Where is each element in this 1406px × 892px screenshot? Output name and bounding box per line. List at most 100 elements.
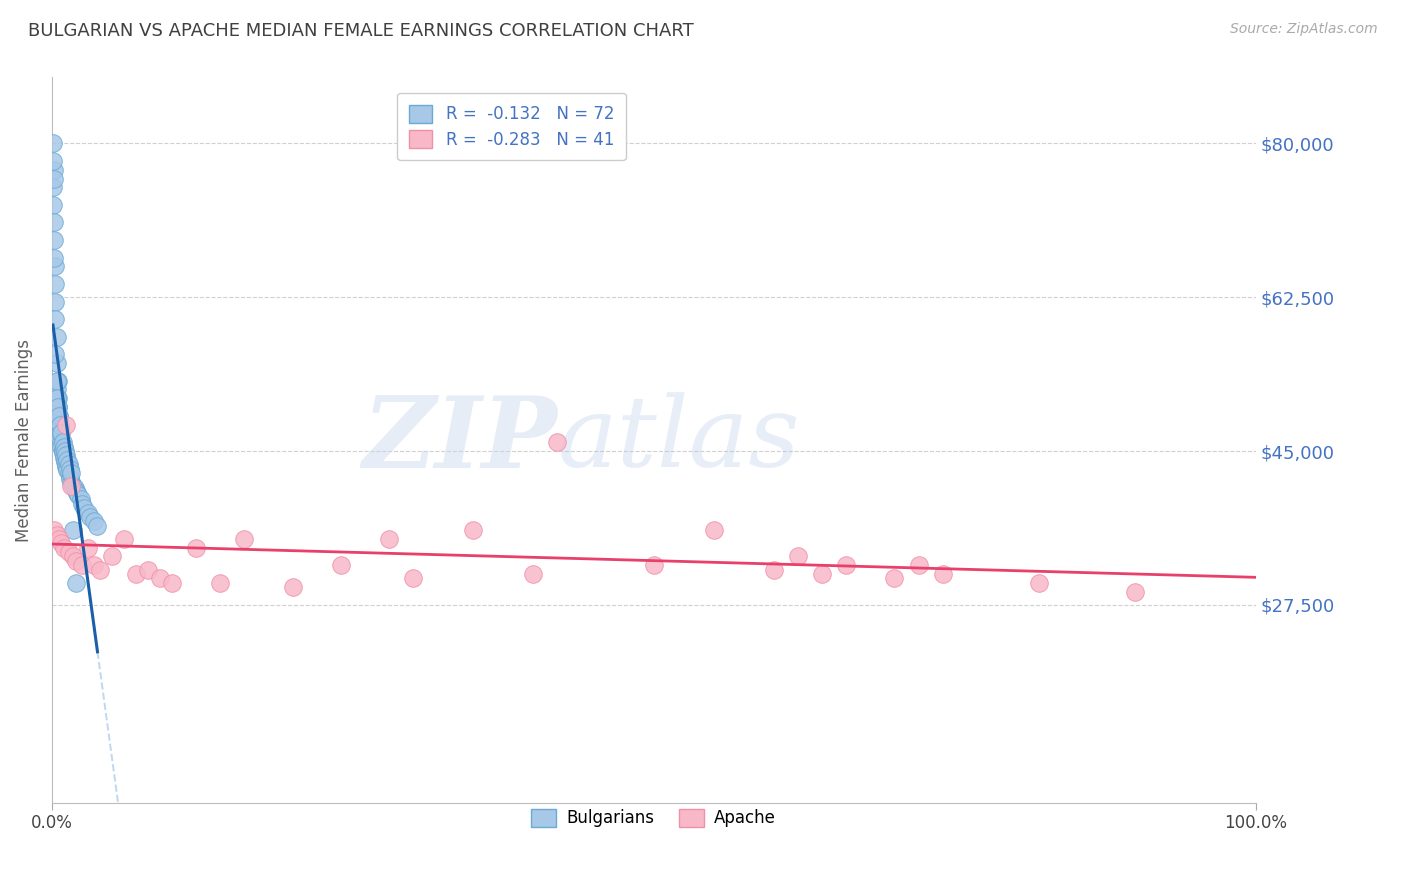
Point (48, 413, 70, 427)
Point (378, 532, 401, 546)
Point (125, 567, 148, 582)
Point (52, 444, 75, 458)
Point (44, 162, 66, 177)
Point (60, 466, 83, 480)
Point (65, 554, 87, 568)
Point (402, 571, 425, 585)
Point (62, 549, 84, 564)
Point (281, 580, 304, 594)
Point (66, 486, 89, 500)
Text: ZIP: ZIP (363, 392, 557, 488)
Point (83, 558, 105, 573)
Point (51, 536, 73, 550)
Point (101, 549, 124, 564)
Point (46, 391, 69, 405)
Point (58, 545, 80, 559)
Point (49, 431, 72, 445)
Point (149, 571, 172, 585)
Point (56, 452, 79, 467)
Point (44, 277, 66, 291)
Point (89, 563, 111, 577)
Point (186, 541, 208, 555)
Point (56, 463, 79, 477)
Point (643, 558, 665, 573)
Point (112, 532, 135, 546)
Point (52, 450, 75, 465)
Point (44, 312, 66, 326)
Point (52, 446, 75, 460)
Point (46, 400, 69, 414)
Point (209, 575, 232, 590)
Point (51, 435, 73, 450)
Point (51, 426, 73, 441)
Point (48, 417, 70, 432)
Point (46, 400, 69, 414)
Point (329, 558, 352, 573)
Point (44, 233, 66, 247)
Point (44, 171, 66, 186)
Point (59, 461, 82, 475)
Point (48, 409, 70, 423)
Point (45, 383, 67, 397)
Point (59, 472, 82, 486)
Point (52, 449, 75, 463)
Point (53, 444, 76, 458)
Point (62, 523, 84, 537)
Point (546, 435, 568, 450)
Point (51, 440, 73, 454)
Point (65, 483, 87, 498)
Point (44, 347, 66, 361)
Point (73, 501, 96, 516)
Legend: Bulgarians, Apache: Bulgarians, Apache (524, 802, 783, 834)
Point (44, 215, 66, 229)
Point (52, 541, 75, 555)
Point (44, 294, 66, 309)
Point (787, 549, 810, 564)
Point (931, 567, 953, 582)
Point (42, 180, 65, 194)
Point (60, 477, 83, 491)
Point (55, 417, 77, 432)
Point (70, 497, 93, 511)
Point (67, 488, 90, 502)
Point (76, 506, 98, 520)
Point (42, 153, 65, 168)
Point (52, 435, 75, 450)
Point (907, 558, 929, 573)
Point (83, 514, 105, 528)
Point (44, 523, 66, 537)
Point (52, 442, 75, 457)
Point (48, 532, 70, 546)
Point (53, 454, 76, 468)
Point (79, 510, 101, 524)
Point (45, 391, 67, 405)
Point (1123, 584, 1146, 599)
Point (55, 449, 77, 463)
Point (522, 567, 544, 582)
Point (703, 523, 725, 537)
Point (44, 260, 66, 274)
Point (160, 575, 183, 590)
Y-axis label: Median Female Earnings: Median Female Earnings (15, 339, 32, 541)
Text: BULGARIAN VS APACHE MEDIAN FEMALE EARNINGS CORRELATION CHART: BULGARIAN VS APACHE MEDIAN FEMALE EARNIN… (28, 22, 695, 40)
Point (49, 422, 72, 436)
Point (86, 518, 108, 533)
Point (835, 558, 858, 573)
Point (60, 479, 83, 493)
Point (65, 575, 87, 590)
Point (58, 457, 80, 471)
Point (62, 479, 84, 493)
Point (56, 461, 79, 475)
Point (42, 198, 65, 212)
Point (883, 571, 905, 585)
Point (136, 563, 159, 577)
Point (48, 409, 70, 423)
Point (49, 417, 72, 432)
Point (59, 470, 82, 484)
Point (60, 475, 83, 489)
Point (52, 440, 75, 454)
Point (45, 527, 67, 541)
Point (55, 459, 77, 474)
Point (46, 374, 69, 388)
Point (70, 558, 93, 573)
